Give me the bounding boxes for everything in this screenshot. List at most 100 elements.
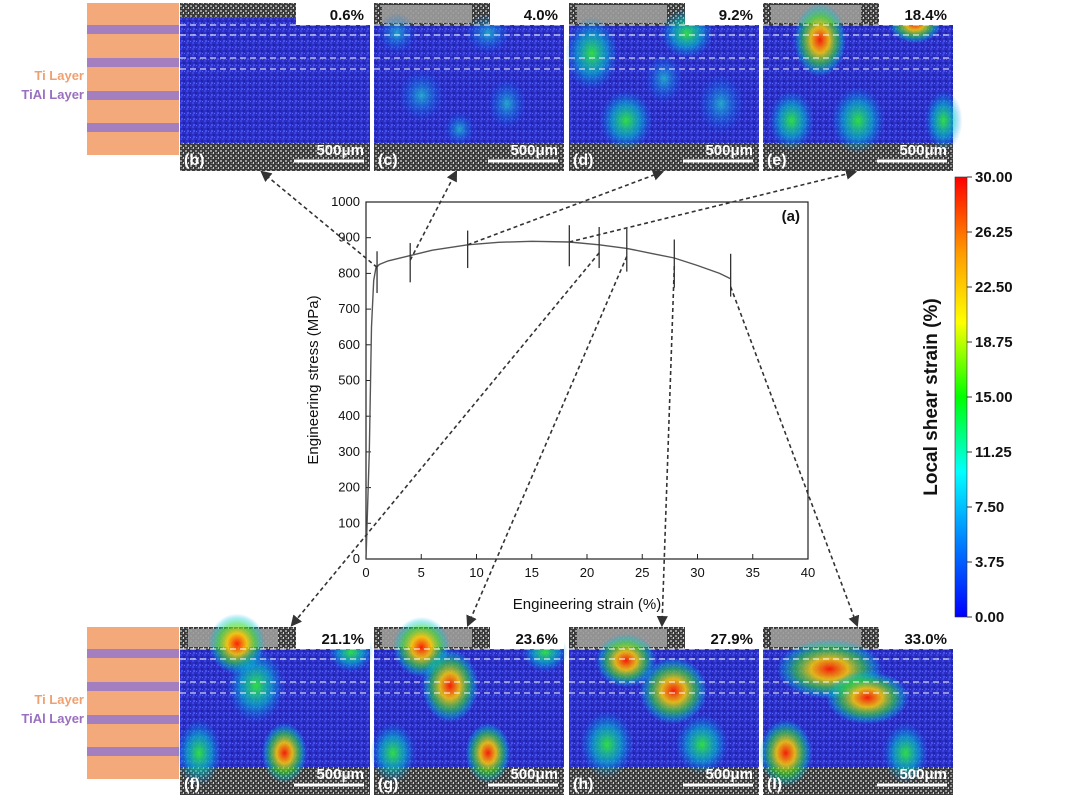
strain-hotspot (831, 87, 885, 155)
strain-value: 33.0% (904, 631, 947, 648)
strain-hotspot (882, 722, 929, 784)
x-tick-label: 5 (418, 565, 425, 580)
colorbar-tick-label: 30.00 (975, 169, 1013, 186)
ti-layer-label-bottom: Ti Layer (34, 692, 84, 707)
y-tick-label: 0 (353, 551, 360, 566)
error-bars (376, 225, 732, 297)
strain-hotspot (465, 722, 511, 784)
strain-value: 27.9% (710, 631, 753, 648)
specimen-edge-bottom (569, 143, 759, 171)
dic-panel: 33.0% (I) 500μm (759, 627, 953, 795)
tial-layer (87, 682, 179, 691)
strain-hotspot (565, 16, 619, 91)
strain-hotspot (488, 78, 526, 129)
strain-value: 21.1% (321, 631, 364, 648)
panel-label: (I) (767, 776, 782, 793)
panel-label: (g) (378, 776, 398, 793)
panel-label: (f) (184, 776, 200, 793)
scale-bar-label: 500μm (705, 766, 753, 783)
specimen-edge-bottom (374, 143, 564, 171)
connector-arrow (466, 256, 628, 628)
panel-label: (e) (767, 152, 787, 169)
scale-bar-label: 500μm (510, 142, 558, 159)
strain-hotspot (595, 633, 657, 688)
strain-box (296, 627, 370, 649)
y-tick-label: 1000 (331, 194, 360, 209)
strain-value: 0.6% (330, 7, 364, 24)
y-tick-label: 300 (338, 444, 360, 459)
scale-bar-label: 500μm (899, 766, 947, 783)
colorbar-tick-label: 11.25 (975, 444, 1012, 461)
strain-hotspot (645, 53, 683, 104)
x-tick-label: 20 (580, 565, 594, 580)
strain-box (490, 3, 564, 25)
connector-arrow (467, 169, 665, 246)
stress-strain-chart: 0 100 200 300 400 500 600 700 800 900 1000 0 5 10 15 2… (305, 194, 815, 613)
y-tick-label: 500 (338, 373, 360, 388)
colorbar-label: Local shear strain (%) (921, 298, 942, 495)
strain-hotspot (599, 90, 653, 151)
strain-box (490, 627, 564, 649)
colorbar-tick-label: 15.00 (975, 389, 1013, 406)
tial-layer (87, 25, 179, 34)
colorbar-tick-label: 18.75 (975, 334, 1013, 351)
panel-label: (c) (378, 152, 398, 169)
x-tick-label: 40 (801, 565, 815, 580)
strain-value: 23.6% (515, 631, 558, 648)
strain-hotspot (675, 714, 729, 775)
strain-box (685, 627, 759, 649)
connector-arrow (656, 266, 676, 628)
dic-panel: 9.2% (d) 500μm (565, 3, 759, 171)
strain-value: 9.2% (719, 7, 753, 24)
strain-hotspot (793, 3, 847, 77)
scale-bar-label: 500μm (899, 142, 947, 159)
panel-label: (d) (573, 152, 593, 169)
strain-hotspot (370, 722, 416, 784)
x-axis-label: Engineering strain (%) (513, 596, 661, 613)
dic-panel: 21.1% (f) 500μm (176, 613, 374, 795)
connector-arrows (260, 168, 860, 628)
y-axis-label: Engineering stress (MPa) (305, 295, 322, 464)
y-tick-label: 100 (338, 515, 360, 530)
strain-hotspot (580, 711, 634, 779)
x-axis-ticks: 0 5 10 15 20 25 30 35 40 (362, 554, 815, 580)
strain-value: 18.4% (904, 7, 947, 24)
y-tick-label: 600 (338, 337, 360, 352)
strain-hotspot (825, 670, 910, 725)
colorbar: 30.00 26.25 22.50 18.75 15.00 11.25 7.50 3.75 0.… (921, 169, 1013, 626)
tial-layer (87, 747, 179, 756)
x-tick-label: 35 (746, 565, 760, 580)
tial-layer-label-bottom: TiAl Layer (21, 711, 84, 726)
tial-layer (87, 58, 179, 67)
connector-arrow (290, 252, 600, 627)
ti-layer-label-top: Ti Layer (34, 68, 84, 83)
strain-hotspot (924, 90, 963, 151)
scale-bar-label: 500μm (316, 142, 364, 159)
y-axis-ticks: 0 100 200 300 400 500 600 700 800 900 1000 (331, 194, 371, 566)
dic-panel: 27.9% (h) 500μm (569, 627, 759, 795)
strain-box (879, 3, 953, 25)
y-tick-label: 200 (338, 480, 360, 495)
panel-label: (h) (573, 776, 593, 793)
strain-hotspot (261, 722, 308, 784)
strain-box (685, 3, 759, 25)
y-tick-label: 700 (338, 301, 360, 316)
dic-panel: 4.0% (c) 500μm (374, 3, 564, 171)
plot-frame (365, 201, 809, 560)
strain-box (296, 3, 370, 25)
strain-hotspot (421, 648, 479, 723)
strain-hotspot (759, 719, 813, 787)
connector-arrow (569, 168, 858, 243)
dic-panels: 0.6%(b)500μm4.0%(c)500μm9.2%(d)500μm18.4… (176, 3, 963, 795)
x-tick-label: 15 (525, 565, 539, 580)
scale-bar-label: 500μm (705, 142, 753, 159)
strain-hotspot (698, 73, 744, 135)
panel-label-a: (a) (782, 208, 800, 225)
layer-stack-top: Ti Layer TiAl Layer (21, 3, 179, 155)
strain-hotspot (227, 648, 285, 723)
strain-hotspot (176, 719, 222, 787)
scale-bar-label: 500μm (316, 766, 364, 783)
strain-hotspot (398, 70, 445, 121)
strain-box (879, 627, 953, 649)
